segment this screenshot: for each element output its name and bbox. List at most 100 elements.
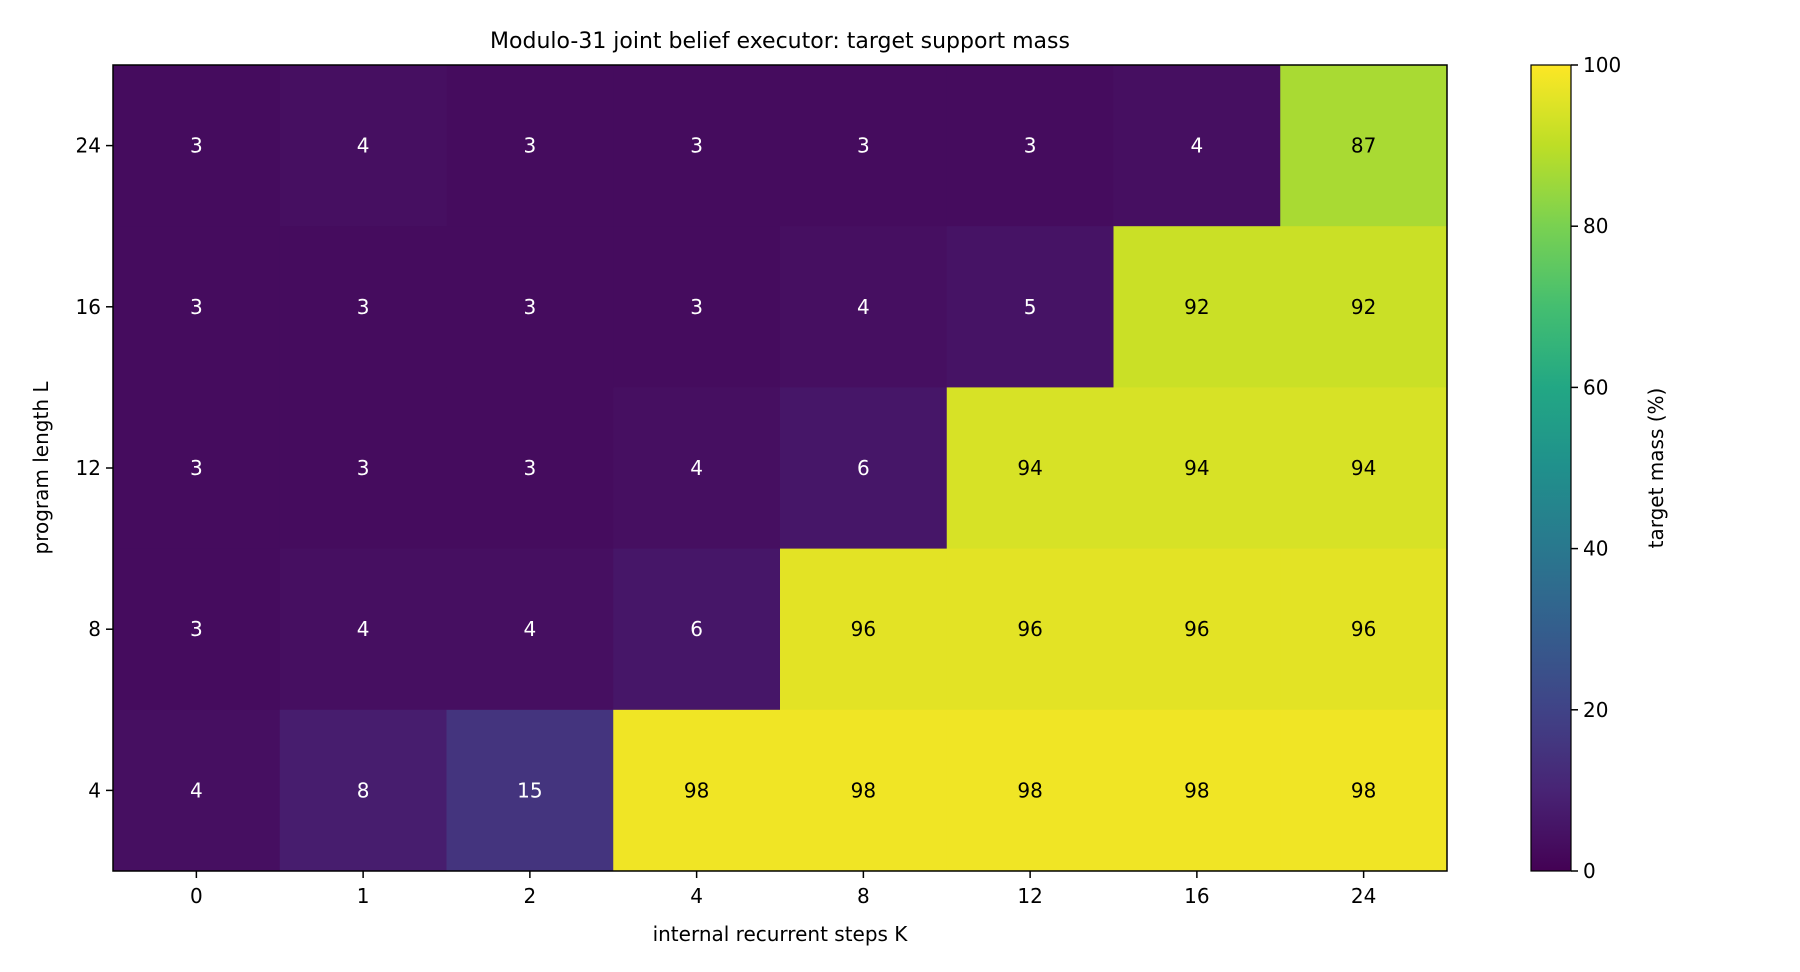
heatmap-cell bbox=[1113, 709, 1281, 872]
cell-value-label: 98 bbox=[684, 778, 709, 802]
heatmap-cell bbox=[1280, 226, 1448, 388]
cell-value-label: 3 bbox=[357, 456, 370, 480]
cell-value-label: 6 bbox=[690, 617, 703, 641]
colorbar-label: target mass (%) bbox=[1644, 388, 1668, 549]
x-tick-label: 1 bbox=[357, 884, 370, 908]
y-axis-ticks: 24 16 12 8 4 bbox=[76, 134, 113, 802]
heatmap-cell bbox=[946, 548, 1114, 711]
x-tick-label: 2 bbox=[524, 884, 537, 908]
heatmap-cell bbox=[946, 709, 1114, 872]
y-tick-label: 4 bbox=[88, 778, 101, 802]
heatmap-cell bbox=[446, 65, 614, 227]
heatmap-cell bbox=[1113, 387, 1281, 550]
cell-value-label: 96 bbox=[851, 617, 876, 641]
colorbar-tick-label: 0 bbox=[1583, 859, 1596, 883]
cell-value-label: 8 bbox=[357, 778, 370, 802]
heatmap-cell bbox=[946, 226, 1114, 388]
heatmap-cell bbox=[113, 65, 281, 227]
heatmap-cell bbox=[446, 226, 614, 388]
cell-value-label: 98 bbox=[851, 778, 876, 802]
x-tick-label: 4 bbox=[690, 884, 703, 908]
heatmap-cell bbox=[279, 709, 447, 872]
y-tick-label: 16 bbox=[76, 295, 101, 319]
heatmap-cell bbox=[780, 65, 948, 227]
cell-value-label: 98 bbox=[1351, 778, 1376, 802]
colorbar-tick-label: 20 bbox=[1583, 698, 1608, 722]
x-axis-ticks: 0 1 2 4 8 12 16 24 bbox=[190, 871, 1376, 908]
x-tick-label: 16 bbox=[1184, 884, 1209, 908]
heatmap-cells: 3 4 3 3 3 3 4 87 3 3 3 3 4 5 92 92 3 3 3 4 6 94 94 94 3 4 4 6 96 96 96… bbox=[113, 65, 1448, 872]
x-axis-label: internal recurrent steps K bbox=[653, 922, 909, 946]
cell-value-label: 3 bbox=[857, 134, 870, 158]
cell-value-label: 4 bbox=[357, 617, 370, 641]
cell-value-label: 98 bbox=[1017, 778, 1042, 802]
cell-value-label: 4 bbox=[357, 134, 370, 158]
heatmap-cell bbox=[613, 709, 781, 872]
y-tick-label: 12 bbox=[76, 456, 101, 480]
heatmap-cell bbox=[780, 387, 948, 550]
heatmap-cell bbox=[613, 548, 781, 711]
cell-value-label: 3 bbox=[1024, 134, 1037, 158]
cell-value-label: 3 bbox=[524, 456, 537, 480]
heatmap-cell bbox=[446, 709, 614, 872]
heatmap-cell bbox=[446, 387, 614, 550]
chart-title: Modulo-31 joint belief executor: target … bbox=[490, 29, 1070, 54]
cell-value-label: 5 bbox=[1024, 295, 1037, 319]
heatmap-cell bbox=[613, 387, 781, 550]
heatmap-cell bbox=[113, 226, 281, 388]
cell-value-label: 3 bbox=[190, 295, 203, 319]
heatmap-cell bbox=[946, 65, 1114, 227]
x-tick-label: 8 bbox=[857, 884, 870, 908]
cell-value-label: 3 bbox=[690, 134, 703, 158]
heatmap-cell bbox=[279, 387, 447, 550]
heatmap-cell bbox=[1280, 709, 1448, 872]
cell-value-label: 98 bbox=[1184, 778, 1209, 802]
heatmap-cell bbox=[279, 548, 447, 711]
cell-value-label: 94 bbox=[1184, 456, 1209, 480]
cell-value-label: 96 bbox=[1017, 617, 1042, 641]
y-tick-label: 24 bbox=[76, 134, 101, 158]
cell-value-label: 4 bbox=[190, 778, 203, 802]
heatmap-cell bbox=[946, 387, 1114, 550]
heatmap-cell bbox=[780, 548, 948, 711]
colorbar-tick-label: 60 bbox=[1583, 375, 1608, 399]
heatmap-cell bbox=[1113, 226, 1281, 388]
cell-value-label: 3 bbox=[690, 295, 703, 319]
colorbar-tick-label: 40 bbox=[1583, 537, 1608, 561]
cell-value-label: 94 bbox=[1017, 456, 1042, 480]
cell-value-label: 3 bbox=[357, 295, 370, 319]
x-tick-label: 24 bbox=[1351, 884, 1376, 908]
cell-value-label: 15 bbox=[517, 778, 542, 802]
x-tick-label: 12 bbox=[1017, 884, 1042, 908]
heatmap-cell bbox=[613, 226, 781, 388]
cell-value-label: 87 bbox=[1351, 134, 1376, 158]
heatmap-cell bbox=[279, 65, 447, 227]
heatmap-cell bbox=[113, 548, 281, 711]
cell-value-label: 4 bbox=[690, 456, 703, 480]
colorbar bbox=[1530, 64, 1572, 872]
heatmap-cell bbox=[279, 226, 447, 388]
heatmap-cell bbox=[113, 387, 281, 550]
heatmap-cell bbox=[780, 226, 948, 388]
cell-value-label: 3 bbox=[524, 134, 537, 158]
heatmap-cell bbox=[113, 709, 281, 872]
cell-value-label: 6 bbox=[857, 456, 870, 480]
cell-value-label: 94 bbox=[1351, 456, 1376, 480]
cell-value-label: 3 bbox=[190, 134, 203, 158]
x-tick-label: 0 bbox=[190, 884, 203, 908]
heatmap-cell bbox=[1113, 548, 1281, 711]
cell-value-label: 96 bbox=[1184, 617, 1209, 641]
cell-value-label: 96 bbox=[1351, 617, 1376, 641]
cell-value-label: 3 bbox=[190, 617, 203, 641]
cell-value-label: 4 bbox=[857, 295, 870, 319]
heatmap-cell bbox=[1280, 65, 1448, 227]
y-tick-label: 8 bbox=[88, 617, 101, 641]
cell-value-label: 4 bbox=[1191, 134, 1204, 158]
heatmap-cell bbox=[446, 548, 614, 711]
cell-value-label: 92 bbox=[1351, 295, 1376, 319]
cell-value-label: 3 bbox=[524, 295, 537, 319]
cell-value-label: 92 bbox=[1184, 295, 1209, 319]
heatmap-cell bbox=[1280, 387, 1448, 550]
cell-value-label: 4 bbox=[524, 617, 537, 641]
